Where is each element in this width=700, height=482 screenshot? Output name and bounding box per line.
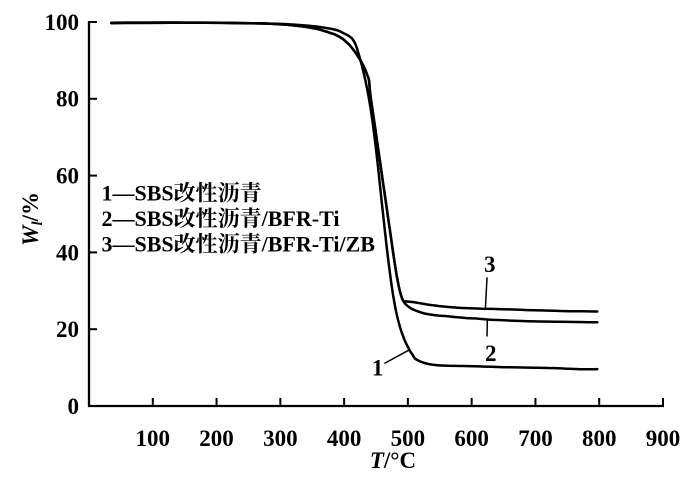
x-axis-title-unit: /°C	[383, 448, 416, 473]
legend-cjk-glyph	[174, 182, 195, 203]
legend-cjk-glyph	[240, 233, 260, 254]
x-tick-label-100: 100	[136, 426, 171, 451]
legend-cjk-glyph	[174, 233, 195, 254]
y-tick-label-20: 20	[56, 317, 79, 342]
curve-3	[111, 23, 597, 312]
y-axis-title-symbol: W	[18, 224, 43, 246]
legend-line-1: 1—SBS	[102, 181, 261, 206]
y-axis-title-unit: /%	[18, 192, 43, 222]
legend-cjk-glyph	[218, 233, 239, 254]
curve-label-text-2: 2	[485, 341, 497, 366]
x-tick-label-900: 900	[646, 426, 681, 451]
curve-label-text-3: 3	[484, 252, 496, 277]
curve-1	[111, 23, 597, 370]
legend-cjk-glyph	[174, 207, 195, 228]
x-tick-label-800: 800	[582, 426, 617, 451]
legend-line-3: 3—SBS/BFR-Ti/ZB	[102, 232, 376, 257]
x-tick-label-300: 300	[263, 426, 298, 451]
curve-label-2: 2	[485, 320, 497, 366]
legend-text-run: 2—SBS	[102, 206, 174, 231]
y-tick-label-80: 80	[56, 87, 79, 112]
x-tick-label-600: 600	[454, 426, 489, 451]
legend-cjk-glyph	[196, 207, 217, 228]
y-tick-label-40: 40	[56, 240, 79, 265]
x-tick-label-200: 200	[199, 426, 234, 451]
legend-text-run: /BFR-Ti/ZB	[261, 232, 376, 257]
x-axis-title-symbol: T	[370, 448, 385, 473]
legend-cjk-glyph	[240, 207, 260, 228]
y-tick-label-0: 0	[68, 394, 80, 419]
y-tick-label-60: 60	[56, 164, 79, 189]
curve-label-leader-1	[384, 350, 409, 363]
legend-line-2: 2—SBS/BFR-Ti	[102, 206, 340, 231]
curve-label-1: 1	[372, 350, 409, 381]
legend-cjk-glyph	[218, 207, 239, 228]
legend-cjk-glyph	[240, 182, 260, 203]
x-axis-title: T/°C	[370, 448, 416, 473]
x-tick-label-700: 700	[518, 426, 553, 451]
y-tick-label-100: 100	[45, 10, 80, 35]
curve-label-leader-3	[485, 277, 487, 308]
legend-cjk-glyph	[196, 233, 217, 254]
legend-cjk-glyph	[218, 182, 239, 203]
x-tick-label-400: 400	[327, 426, 362, 451]
curve-label-3: 3	[484, 252, 496, 308]
legend-cjk-glyph	[196, 182, 217, 203]
legend-text-run: 3—SBS	[102, 232, 174, 257]
legend-text-run: 1—SBS	[102, 181, 174, 206]
curve-label-text-1: 1	[372, 356, 384, 381]
axes-spines	[89, 21, 664, 406]
y-axis-title: Wl/%	[18, 192, 46, 246]
curve-2	[111, 23, 597, 323]
legend-text-run: /BFR-Ti	[261, 206, 340, 231]
